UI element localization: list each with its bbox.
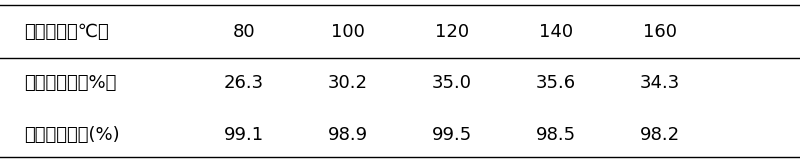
- Text: 35.0: 35.0: [432, 74, 472, 92]
- Text: 26.3: 26.3: [224, 74, 264, 92]
- Text: 98.5: 98.5: [536, 126, 576, 144]
- Text: 环己醇选择性(%): 环己醇选择性(%): [24, 126, 120, 144]
- Text: 140: 140: [539, 23, 573, 41]
- Text: 80: 80: [233, 23, 255, 41]
- Text: 98.2: 98.2: [640, 126, 680, 144]
- Text: 99.1: 99.1: [224, 126, 264, 144]
- Text: 反应温度（℃）: 反应温度（℃）: [24, 23, 109, 41]
- Text: 35.6: 35.6: [536, 74, 576, 92]
- Text: 99.5: 99.5: [432, 126, 472, 144]
- Text: 100: 100: [331, 23, 365, 41]
- Text: 34.3: 34.3: [640, 74, 680, 92]
- Text: 环己醇收率（%）: 环己醇收率（%）: [24, 74, 116, 92]
- Text: 160: 160: [643, 23, 677, 41]
- Text: 30.2: 30.2: [328, 74, 368, 92]
- Text: 98.9: 98.9: [328, 126, 368, 144]
- Text: 120: 120: [435, 23, 469, 41]
